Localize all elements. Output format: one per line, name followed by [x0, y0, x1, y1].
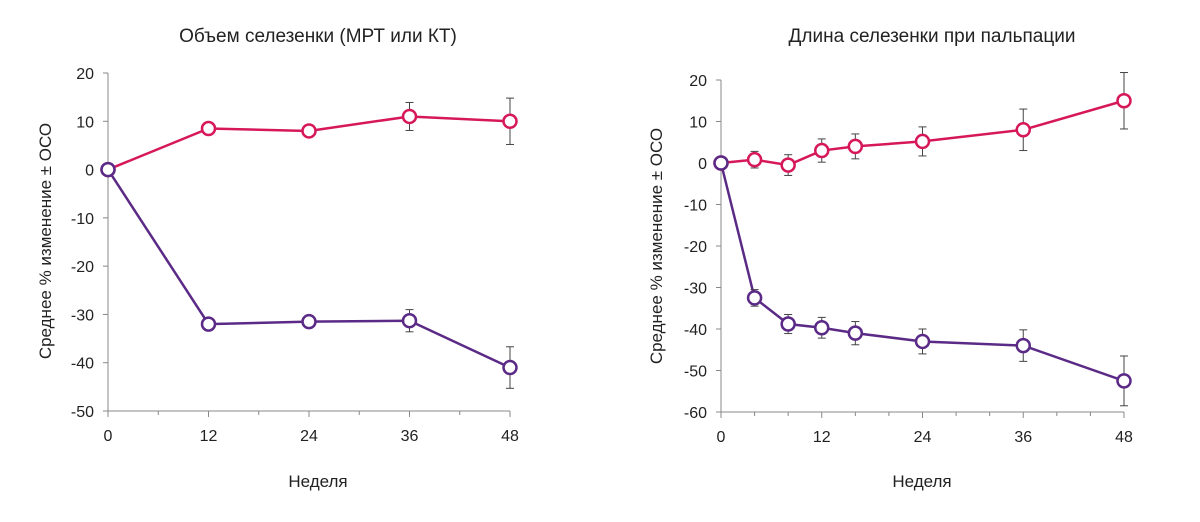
data-point-pink — [746, 151, 763, 168]
data-point-pink — [502, 113, 518, 130]
y-tick-label: 0 — [698, 156, 707, 173]
y-tick-label: -30 — [684, 281, 707, 298]
data-point-pink — [814, 142, 830, 159]
y-axis-label: Среднее % изменение ± ОСО — [36, 123, 55, 359]
y-tick-label: -10 — [71, 211, 94, 228]
x-axis-label: Неделя — [288, 472, 347, 491]
x-tick-label: 0 — [104, 428, 113, 445]
x-tick-label: 48 — [1115, 429, 1133, 446]
y-tick-label: -20 — [684, 239, 707, 256]
data-point-pink — [1015, 122, 1031, 138]
data-point-purple — [100, 161, 116, 178]
x-tick-label: 12 — [813, 429, 831, 446]
spleen-volume-chart: Объем селезенки (МРТ или КТ) Неделя Сред… — [36, 26, 519, 491]
y-tick-label: 20 — [689, 73, 707, 90]
data-point-pink — [301, 123, 317, 139]
data-point-purple — [1015, 337, 1031, 354]
y-axis-label: Среднее % изменение ± ОСО — [647, 128, 666, 364]
data-point-purple — [502, 359, 518, 376]
x-tick-label: 36 — [401, 428, 419, 445]
chart-title: Длина селезенки при пальпации — [789, 26, 1076, 47]
x-tick-label: 0 — [717, 429, 726, 446]
data-point-purple — [780, 316, 796, 332]
data-point-purple — [814, 320, 830, 336]
x-tick-label: 24 — [914, 429, 932, 446]
data-point-purple — [746, 290, 763, 306]
y-tick-label: -50 — [71, 404, 94, 421]
data-point-purple — [847, 325, 864, 341]
data-point-purple — [914, 333, 931, 350]
data-point-pink — [914, 133, 931, 150]
data-point-pink — [1116, 93, 1132, 109]
y-tick-label: 0 — [85, 163, 94, 180]
x-tick-label: 24 — [300, 428, 318, 445]
data-point-pink — [200, 120, 217, 137]
x-tick-label: 48 — [501, 428, 519, 445]
data-point-purple — [401, 312, 418, 329]
y-tick-label: 10 — [689, 115, 707, 132]
spleen-length-chart: Длина селезенки при пальпации Неделя Сре… — [647, 26, 1133, 491]
y-tick-label: -50 — [684, 364, 707, 381]
y-tick-label: 20 — [76, 66, 94, 83]
y-tick-label: -40 — [71, 356, 94, 373]
x-tick-label: 12 — [200, 428, 218, 445]
data-point-purple — [200, 316, 217, 332]
data-point-purple — [301, 313, 317, 330]
y-tick-label: -20 — [71, 259, 94, 276]
x-axis-label: Неделя — [892, 472, 951, 491]
data-point-pink — [401, 108, 418, 125]
data-point-purple — [1116, 373, 1132, 389]
data-point-purple — [713, 155, 729, 171]
y-tick-label: -40 — [684, 322, 707, 339]
data-point-pink — [847, 138, 864, 155]
y-tick-label: 10 — [76, 114, 94, 131]
chart-title: Объем селезенки (МРТ или КТ) — [179, 26, 457, 47]
series-line-purple — [106, 168, 511, 369]
y-tick-label: -30 — [71, 307, 94, 324]
data-point-pink — [780, 157, 796, 173]
y-tick-label: -60 — [684, 405, 707, 422]
y-tick-label: -10 — [684, 198, 707, 215]
x-tick-label: 36 — [1014, 429, 1032, 446]
